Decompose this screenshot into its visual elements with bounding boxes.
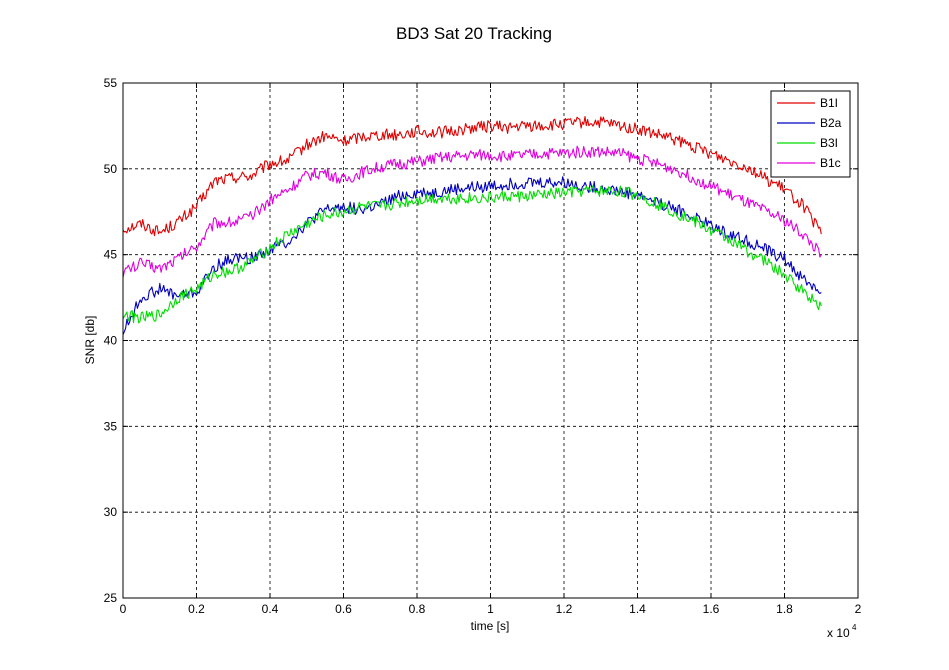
y-tick-label: 45 bbox=[104, 248, 118, 262]
legend-label: B3I bbox=[820, 136, 838, 150]
series-layer bbox=[122, 116, 822, 335]
plot-area: 0 0.2 0.4 0.6 0.8 1 1.2 1.4 1.6 1.8 2 25 30 35 40 45 50 5… bbox=[104, 76, 862, 616]
x-tick-label: 1 bbox=[487, 602, 494, 616]
x-tick-label: 0.8 bbox=[409, 602, 426, 616]
grid bbox=[123, 83, 858, 598]
x-tick-label: 0.4 bbox=[262, 602, 279, 616]
x-tick-label: 0.2 bbox=[188, 602, 205, 616]
y-tick-label: 40 bbox=[104, 334, 118, 348]
x-tick-label: 1.6 bbox=[703, 602, 720, 616]
x-tick-label: 1.2 bbox=[556, 602, 573, 616]
x-multiplier: x 10 4 bbox=[827, 623, 857, 640]
chart-title: BD3 Sat 20 Tracking bbox=[396, 24, 552, 43]
x-tick-label: 0.6 bbox=[335, 602, 352, 616]
ticks: 0 0.2 0.4 0.6 0.8 1 1.2 1.4 1.6 1.8 2 25 30 35 40 45 50 5… bbox=[104, 76, 862, 616]
x-tick-label: 1.8 bbox=[776, 602, 793, 616]
legend: B1I B2a B3I B1c bbox=[770, 90, 851, 178]
series-line-b2a bbox=[122, 176, 822, 335]
series-line-b1c bbox=[122, 145, 822, 278]
y-tick-label: 55 bbox=[104, 76, 118, 90]
y-tick-label: 35 bbox=[104, 419, 118, 433]
x-tick-label: 0 bbox=[120, 602, 127, 616]
y-tick-label: 50 bbox=[104, 162, 118, 176]
x-tick-label: 2 bbox=[855, 602, 862, 616]
x-multiplier-label: x 10 bbox=[827, 626, 850, 640]
x-axis-label: time [s] bbox=[471, 619, 510, 633]
y-tick-label: 25 bbox=[104, 591, 118, 605]
x-multiplier-exponent: 4 bbox=[852, 623, 857, 632]
y-tick-label: 30 bbox=[104, 505, 118, 519]
y-axis-label: SNR [db] bbox=[83, 316, 97, 365]
x-tick-label: 1.4 bbox=[629, 602, 646, 616]
series-line-b3i bbox=[122, 185, 822, 324]
series-line-b1i bbox=[122, 116, 822, 237]
legend-label: B1c bbox=[820, 156, 841, 170]
legend-label: B1I bbox=[820, 96, 838, 110]
legend-label: B2a bbox=[820, 116, 842, 130]
